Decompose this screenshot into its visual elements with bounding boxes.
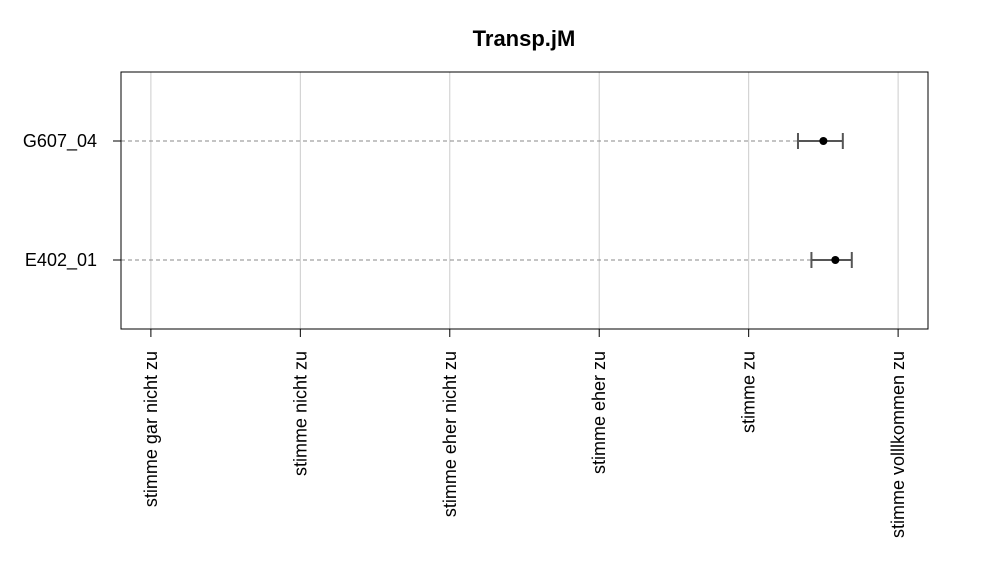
x-axis: stimme gar nicht zu stimme nicht zu stimme… bbox=[141, 329, 908, 538]
x-tick-label: stimme eher nicht zu bbox=[440, 351, 460, 517]
data-marks bbox=[796, 133, 853, 268]
grid-lines bbox=[150, 72, 899, 329]
y-tick-label: G607_04 bbox=[23, 131, 97, 152]
mean-point bbox=[831, 256, 840, 264]
guide-lines bbox=[121, 140, 812, 261]
x-tick-label: stimme gar nicht zu bbox=[141, 351, 161, 507]
x-tick-label: stimme zu bbox=[739, 351, 759, 433]
y-tick-label: E402_01 bbox=[25, 250, 97, 271]
plot-frame bbox=[120, 71, 929, 330]
x-tick-label: stimme volllkommen zu bbox=[888, 351, 908, 538]
chart-title: Transp.jM bbox=[473, 26, 576, 51]
x-tick-label: stimme nicht zu bbox=[290, 351, 310, 476]
x-tick-label: stimme eher zu bbox=[589, 351, 609, 474]
y-axis: G607_04 E402_01 bbox=[23, 131, 121, 271]
mean-point bbox=[819, 137, 828, 145]
